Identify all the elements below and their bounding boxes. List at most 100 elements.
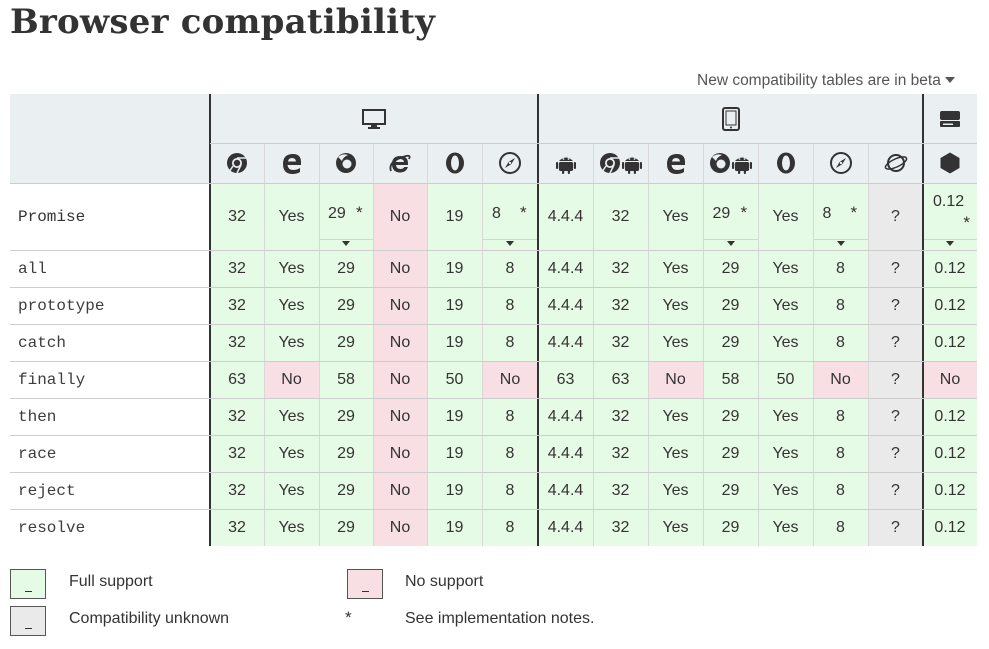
expand-notes-icon[interactable]	[726, 241, 735, 246]
support-cell[interactable]: * 29	[319, 183, 373, 250]
support-cell[interactable]: No	[373, 398, 427, 435]
feature-resolve[interactable]: resolve	[10, 509, 210, 546]
feature-Promise[interactable]: Promise	[10, 183, 210, 250]
support-cell[interactable]: ?	[868, 250, 923, 287]
support-cell[interactable]: * 29	[703, 183, 758, 250]
support-cell[interactable]: ?	[868, 435, 923, 472]
support-cell[interactable]: ?	[868, 398, 923, 435]
support-cell[interactable]: 32	[593, 324, 648, 361]
support-cell[interactable]: 32	[593, 509, 648, 546]
support-cell[interactable]: Yes	[648, 250, 703, 287]
support-cell[interactable]: 63	[593, 361, 648, 398]
support-cell[interactable]: 8	[813, 324, 868, 361]
support-cell[interactable]: 32	[210, 250, 264, 287]
support-cell[interactable]: 32	[593, 398, 648, 435]
support-cell[interactable]: Yes	[758, 398, 813, 435]
support-cell[interactable]: 32	[210, 435, 264, 472]
support-cell[interactable]: 8	[482, 509, 538, 546]
support-cell[interactable]: Yes	[648, 472, 703, 509]
support-cell[interactable]: Yes	[264, 324, 319, 361]
feature-prototype[interactable]: prototype	[10, 287, 210, 324]
support-cell[interactable]: No	[648, 361, 703, 398]
support-cell[interactable]: Yes	[758, 509, 813, 546]
support-cell[interactable]: Yes	[758, 287, 813, 324]
support-cell[interactable]: 32	[210, 287, 264, 324]
feature-all[interactable]: all	[10, 250, 210, 287]
support-cell[interactable]: 4.4.4	[538, 250, 593, 287]
support-cell[interactable]: * 8	[813, 183, 868, 250]
support-cell[interactable]: Yes	[758, 324, 813, 361]
support-cell[interactable]: 8	[813, 250, 868, 287]
feature-catch[interactable]: catch	[10, 324, 210, 361]
support-cell[interactable]: 0.12	[923, 324, 977, 361]
support-cell[interactable]: 29	[319, 472, 373, 509]
support-cell[interactable]: No	[373, 183, 427, 250]
support-cell[interactable]: 32	[210, 509, 264, 546]
feature-reject[interactable]: reject	[10, 472, 210, 509]
support-cell[interactable]: 29	[319, 509, 373, 546]
support-cell[interactable]: Yes	[758, 435, 813, 472]
support-cell[interactable]: 19	[427, 435, 482, 472]
support-cell[interactable]: No	[373, 250, 427, 287]
support-cell[interactable]: No	[373, 509, 427, 546]
support-cell[interactable]: Yes	[648, 324, 703, 361]
support-cell[interactable]: Yes	[648, 287, 703, 324]
support-cell[interactable]: 29	[319, 324, 373, 361]
support-cell[interactable]: 32	[210, 472, 264, 509]
support-cell[interactable]: 19	[427, 472, 482, 509]
support-cell[interactable]: No	[482, 361, 538, 398]
feature-race[interactable]: race	[10, 435, 210, 472]
support-cell[interactable]: Yes	[648, 398, 703, 435]
support-cell[interactable]: ?	[868, 472, 923, 509]
support-cell[interactable]: 19	[427, 183, 482, 250]
support-cell[interactable]: * 8	[482, 183, 538, 250]
support-cell[interactable]: 0.12	[923, 472, 977, 509]
support-cell[interactable]: 29	[703, 324, 758, 361]
support-cell[interactable]: 63	[210, 361, 264, 398]
support-cell[interactable]: Yes	[264, 435, 319, 472]
support-cell[interactable]: Yes	[648, 183, 703, 250]
support-cell[interactable]: 8	[482, 472, 538, 509]
support-cell[interactable]: 8	[482, 324, 538, 361]
support-cell[interactable]: 19	[427, 398, 482, 435]
support-cell[interactable]: 58	[703, 361, 758, 398]
support-cell[interactable]: 50	[427, 361, 482, 398]
support-cell[interactable]: 29	[703, 287, 758, 324]
support-cell[interactable]: ?	[868, 183, 923, 250]
support-cell[interactable]: 32	[210, 324, 264, 361]
support-cell[interactable]: 29	[703, 398, 758, 435]
support-cell[interactable]: 8	[482, 287, 538, 324]
support-cell[interactable]: 32	[210, 398, 264, 435]
support-cell[interactable]: 32	[593, 250, 648, 287]
support-cell[interactable]: 32	[593, 435, 648, 472]
support-cell[interactable]: 4.4.4	[538, 287, 593, 324]
support-cell[interactable]: 19	[427, 250, 482, 287]
support-cell[interactable]: 8	[813, 398, 868, 435]
support-cell[interactable]: ?	[868, 287, 923, 324]
support-cell[interactable]: Yes	[648, 509, 703, 546]
support-cell[interactable]: 32	[210, 183, 264, 250]
support-cell[interactable]: 0.12	[923, 509, 977, 546]
beta-tables-link[interactable]: New compatibility tables are in beta	[697, 72, 955, 90]
support-cell[interactable]: 29	[703, 509, 758, 546]
support-cell[interactable]: 29	[703, 472, 758, 509]
support-cell[interactable]: 19	[427, 287, 482, 324]
expand-notes-icon[interactable]	[946, 241, 954, 246]
support-cell[interactable]: 0.12	[923, 250, 977, 287]
support-cell[interactable]: Yes	[758, 183, 813, 250]
support-cell[interactable]: Yes	[758, 250, 813, 287]
support-cell[interactable]: 8	[482, 398, 538, 435]
support-cell[interactable]: Yes	[264, 183, 319, 250]
support-cell[interactable]: 58	[319, 361, 373, 398]
support-cell[interactable]: Yes	[264, 472, 319, 509]
support-cell[interactable]: 29	[319, 435, 373, 472]
feature-finally[interactable]: finally	[10, 361, 210, 398]
support-cell[interactable]: 29	[319, 398, 373, 435]
support-cell[interactable]: ?	[868, 324, 923, 361]
support-cell[interactable]: 8	[813, 472, 868, 509]
support-cell[interactable]: 29	[703, 435, 758, 472]
support-cell[interactable]: 0.12	[923, 398, 977, 435]
support-cell[interactable]: No	[264, 361, 319, 398]
support-cell[interactable]: 29	[319, 250, 373, 287]
support-cell[interactable]: 19	[427, 324, 482, 361]
